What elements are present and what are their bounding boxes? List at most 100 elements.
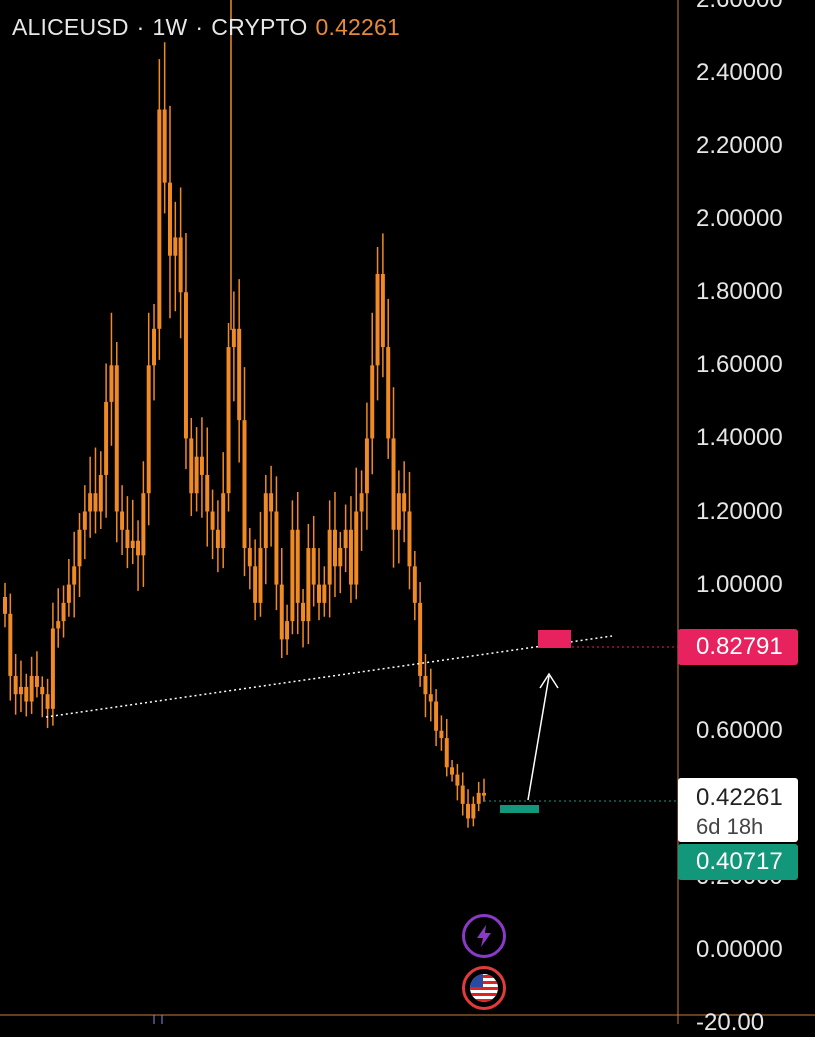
- candle-body: [178, 237, 183, 293]
- candle-body: [279, 584, 284, 640]
- candle-body: [194, 456, 199, 494]
- axis-tick-label: 0.00000: [696, 936, 783, 963]
- candle-body: [253, 566, 258, 603]
- candle-body: [24, 686, 29, 702]
- candle-body: [482, 792, 486, 796]
- projection-arrow: [527, 675, 550, 801]
- candle-body: [306, 548, 311, 622]
- exchange-label: CRYPTO: [211, 14, 308, 40]
- candle-body: [40, 686, 45, 695]
- candle-body: [183, 292, 188, 439]
- candle-body: [189, 438, 194, 494]
- separator: ·: [195, 14, 204, 40]
- candle-body: [450, 767, 455, 775]
- candle-body: [402, 493, 407, 512]
- candle-body: [359, 493, 364, 512]
- candle-body: [263, 493, 268, 549]
- candle-body: [343, 529, 348, 549]
- candle-body: [3, 597, 7, 614]
- candle-body: [88, 493, 93, 512]
- candle-body: [152, 328, 157, 366]
- candle-body: [50, 628, 55, 709]
- candle-body: [354, 511, 359, 585]
- candle-body: [8, 613, 13, 676]
- candle-body: [434, 701, 439, 731]
- entry-price-tag: 0.40717: [678, 844, 798, 880]
- candle-body: [93, 493, 98, 512]
- candle-body: [226, 347, 231, 494]
- interval-label[interactable]: 1W: [152, 14, 188, 40]
- candle-body: [136, 540, 141, 556]
- trendline: [45, 635, 613, 718]
- candle-body: [157, 109, 162, 329]
- candle-body: [460, 785, 465, 804]
- axis-tick-label: -20.00: [696, 1009, 765, 1037]
- candle-body: [162, 109, 167, 183]
- candle-body: [332, 529, 337, 567]
- candle-body: [322, 584, 327, 603]
- axis-tick-label: 1.20000: [696, 497, 783, 525]
- candle-body: [173, 237, 178, 256]
- candle-body: [439, 730, 444, 739]
- candle-body: [348, 529, 353, 585]
- candle-body: [34, 675, 39, 687]
- candle-body: [98, 474, 103, 512]
- candle-body: [66, 584, 71, 603]
- candle-body: [146, 365, 151, 494]
- candle-body: [120, 511, 125, 530]
- candle-body: [317, 584, 322, 603]
- candle-body: [141, 493, 146, 556]
- candle-body: [444, 738, 449, 768]
- candle-body: [242, 420, 247, 549]
- candle-body: [258, 548, 263, 603]
- header-last-price: 0.42261: [315, 14, 401, 40]
- candle-body: [13, 675, 18, 695]
- axis-tick-label: 0.60000: [696, 716, 783, 744]
- symbol-name[interactable]: ALICEUSD: [12, 14, 129, 40]
- axis-tick-label: 1.00000: [696, 570, 783, 598]
- candle-body: [205, 474, 210, 512]
- candle-body: [370, 365, 375, 439]
- candle-body: [247, 548, 252, 567]
- candle-body: [327, 529, 332, 585]
- axis-tick-label: 2.20000: [696, 132, 783, 160]
- last-price-tag: 0.42261 6d 18h: [678, 778, 798, 842]
- candle-body: [412, 566, 417, 603]
- lightning-icon[interactable]: [462, 914, 506, 958]
- candle-body: [301, 602, 306, 622]
- candle-body: [77, 529, 82, 567]
- candle-body: [471, 803, 476, 819]
- separator: ·: [136, 14, 145, 40]
- target-price-tag: 0.82791: [678, 629, 798, 665]
- candle-body: [364, 438, 369, 494]
- candle-body: [215, 529, 220, 549]
- candle-body: [391, 438, 396, 530]
- last-price-value: 0.42261: [696, 784, 783, 811]
- candle-body: [269, 493, 274, 512]
- us-flag-icon[interactable]: [462, 966, 506, 1010]
- candle-body: [45, 694, 50, 709]
- candle-body: [455, 774, 460, 786]
- candle-body: [109, 365, 114, 402]
- candle-body: [114, 365, 119, 512]
- candle-body: [380, 273, 385, 348]
- candle-body: [237, 328, 242, 421]
- candle-body: [130, 540, 135, 549]
- arrow-head: [539, 672, 559, 689]
- candle-body: [199, 456, 204, 475]
- candle-body: [61, 602, 66, 622]
- candle-body: [56, 621, 61, 629]
- axis-tick-label: 2.40000: [696, 59, 783, 86]
- candle-body: [396, 493, 401, 530]
- candle-body: [82, 511, 87, 530]
- axis-tick-label: 1.40000: [696, 424, 783, 452]
- candle-body: [295, 529, 300, 603]
- candle-body: [210, 511, 215, 530]
- candle-body: [285, 621, 290, 640]
- axis-tick-label: 1.60000: [696, 351, 783, 379]
- candle-body: [104, 401, 109, 475]
- bar-countdown: 6d 18h: [696, 814, 764, 839]
- candle-body: [125, 529, 130, 549]
- candle-body: [167, 182, 172, 256]
